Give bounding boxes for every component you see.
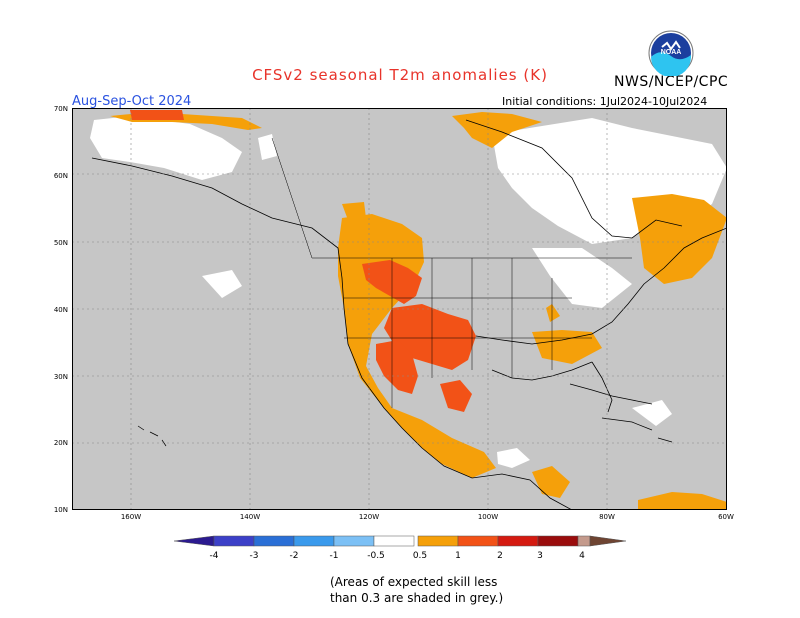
lon-label-160w: 160W <box>120 513 142 521</box>
lat-label-70n: 70N <box>53 105 68 113</box>
anomaly-map <box>72 108 727 510</box>
legend-swatch-05-1 <box>417 535 459 547</box>
legend-swatch-3-4 <box>537 535 579 547</box>
political-borders <box>271 137 632 408</box>
legend-label-4: 4 <box>579 551 585 561</box>
noaa-logo-icon: NOAA <box>648 30 694 76</box>
lon-label-140w: 140W <box>239 513 261 521</box>
svg-text:NOAA: NOAA <box>661 49 682 56</box>
legend-swatch-minus2-minus1 <box>293 535 335 547</box>
skill-note-line-1: (Areas of expected skill less <box>330 575 498 589</box>
initial-conditions-label: Initial conditions: 1Jul2024-10Jul2024 <box>502 95 708 108</box>
lat-label-20n: 20N <box>53 439 68 447</box>
legend-label-minus3: -3 <box>250 551 259 561</box>
legend-label-minus05: -0.5 <box>367 551 385 561</box>
lon-label-80w: 80W <box>599 513 615 521</box>
legend-swatch-below-minus4 <box>173 535 215 547</box>
legend-swatch-2-3 <box>497 535 539 547</box>
coastlines <box>91 119 727 510</box>
legend-swatch-minus3-minus2 <box>253 535 295 547</box>
legend-label-05: 0.5 <box>413 551 427 561</box>
season-label: Aug-Sep-Oct 2024 <box>72 94 192 109</box>
lon-label-100w: 100W <box>477 513 499 521</box>
legend-swatch-4-5 <box>577 535 591 547</box>
lat-label-60n: 60N <box>53 172 68 180</box>
legend-swatch-1-2 <box>457 535 499 547</box>
agency-label: NWS/NCEP/CPC <box>614 74 729 90</box>
legend-swatch-minus1-minus05 <box>333 535 375 547</box>
legend-label-minus2: -2 <box>290 551 299 561</box>
skill-note-line-2: than 0.3 are shaded in grey.) <box>330 591 504 605</box>
lon-label-120w: 120W <box>358 513 380 521</box>
warm-anomaly-1-2 <box>130 110 476 412</box>
chart-title: CFSv2 seasonal T2m anomalies (K) <box>252 66 548 84</box>
legend-swatch-above-4 <box>589 535 627 547</box>
graticule <box>72 108 727 510</box>
legend-label-1: 1 <box>455 551 461 561</box>
lat-label-10n: 10N <box>53 506 68 514</box>
color-legend: -4 -3 -2 -1 -0.5 0.5 1 2 3 4 <box>173 535 627 561</box>
lat-label-50n: 50N <box>53 239 68 247</box>
legend-label-minus1: -1 <box>330 551 339 561</box>
legend-label-2: 2 <box>497 551 503 561</box>
skill-note: (Areas of expected skill less than 0.3 a… <box>330 574 503 606</box>
legend-label-minus4: -4 <box>210 551 219 561</box>
lat-label-30n: 30N <box>53 373 68 381</box>
legend-label-3: 3 <box>537 551 543 561</box>
legend-swatch-neutral <box>373 535 415 547</box>
lon-label-60w: 60W <box>718 513 734 521</box>
lat-label-40n: 40N <box>53 306 68 314</box>
legend-swatch-minus4-minus3 <box>213 535 255 547</box>
